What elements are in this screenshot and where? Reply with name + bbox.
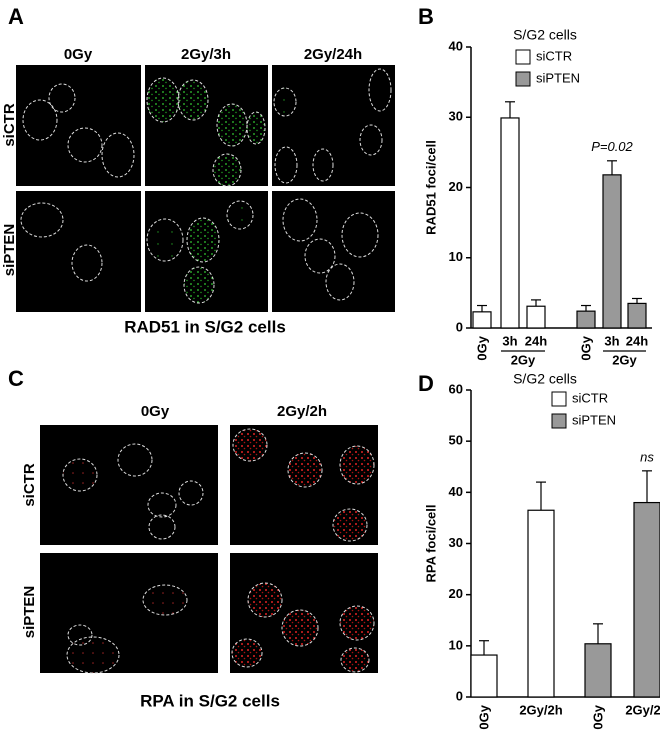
legend-label: siCTR <box>572 390 608 405</box>
x-tick-label: 3h <box>502 333 517 348</box>
micrographs <box>40 425 378 674</box>
y-tick-label: 30 <box>449 535 463 550</box>
column-label: 2Gy/24h <box>304 46 362 63</box>
micrographs <box>16 65 395 312</box>
group-label: 2Gy <box>612 352 637 367</box>
annotation: ns <box>640 449 654 464</box>
y-tick-label: 50 <box>449 433 463 448</box>
caption: RAD51 in S/G2 cells <box>124 317 286 336</box>
legend-swatch <box>551 413 567 429</box>
legend-swatch <box>515 71 531 87</box>
y-tick-label: 40 <box>449 38 463 53</box>
x-tick-label: 2Gy/2h <box>519 702 562 717</box>
x-tick-label: 3h <box>604 333 619 348</box>
legend-label: siPTEN <box>572 412 616 427</box>
x-tick-label: 0Gy <box>578 335 593 360</box>
column-label: 0Gy <box>64 46 93 63</box>
column-label: 2Gy/3h <box>181 46 231 63</box>
bar <box>633 501 660 698</box>
panel-letter: D <box>418 371 434 396</box>
bar <box>584 643 612 698</box>
chart-title: S/G2 cells <box>513 371 577 387</box>
y-axis-label: RPA foci/cell <box>423 504 438 582</box>
bar <box>526 305 546 329</box>
row-label: siCTR <box>1 103 18 147</box>
bar <box>576 310 596 329</box>
panel-letter: B <box>418 4 434 29</box>
bar <box>470 654 498 698</box>
annotation: P=0.02 <box>591 139 633 154</box>
legend-swatch <box>515 49 531 65</box>
bar <box>602 174 622 329</box>
y-tick-label: 40 <box>449 484 463 499</box>
y-tick-label: 0 <box>456 319 463 334</box>
caption: RPA in S/G2 cells <box>140 691 280 710</box>
x-tick-label: 24h <box>626 333 648 348</box>
y-tick-label: 0 <box>456 688 463 703</box>
y-tick-label: 10 <box>449 637 463 652</box>
legend-label: siCTR <box>536 48 572 63</box>
x-tick-label: 24h <box>525 333 547 348</box>
x-tick-label: 2Gy/2h <box>625 702 660 717</box>
row-label: siPTEN <box>1 224 18 277</box>
panel-letter: C <box>8 366 24 391</box>
y-tick-label: 10 <box>449 249 463 264</box>
y-tick-label: 20 <box>449 179 463 194</box>
column-label: 0Gy <box>141 403 170 420</box>
y-axis-label: RAD51 foci/cell <box>423 140 438 235</box>
chart-title: S/G2 cells <box>513 27 577 43</box>
y-tick-label: 60 <box>449 381 463 396</box>
bar <box>472 311 492 329</box>
panel-letter: A <box>8 4 24 29</box>
row-label: siPTEN <box>21 586 38 639</box>
bar <box>500 117 520 329</box>
y-tick-label: 20 <box>449 586 463 601</box>
legend-label: siPTEN <box>536 70 580 85</box>
group-label: 2Gy <box>511 352 536 367</box>
column-label: 2Gy/2h <box>277 403 327 420</box>
y-tick-label: 30 <box>449 109 463 124</box>
legend-swatch <box>551 391 567 407</box>
bar <box>527 509 555 698</box>
x-tick-label: 0Gy <box>474 335 489 360</box>
x-tick-label: 0Gy <box>476 704 491 729</box>
row-label: siCTR <box>21 463 38 507</box>
x-tick-label: 0Gy <box>590 704 605 729</box>
bar <box>627 302 647 329</box>
